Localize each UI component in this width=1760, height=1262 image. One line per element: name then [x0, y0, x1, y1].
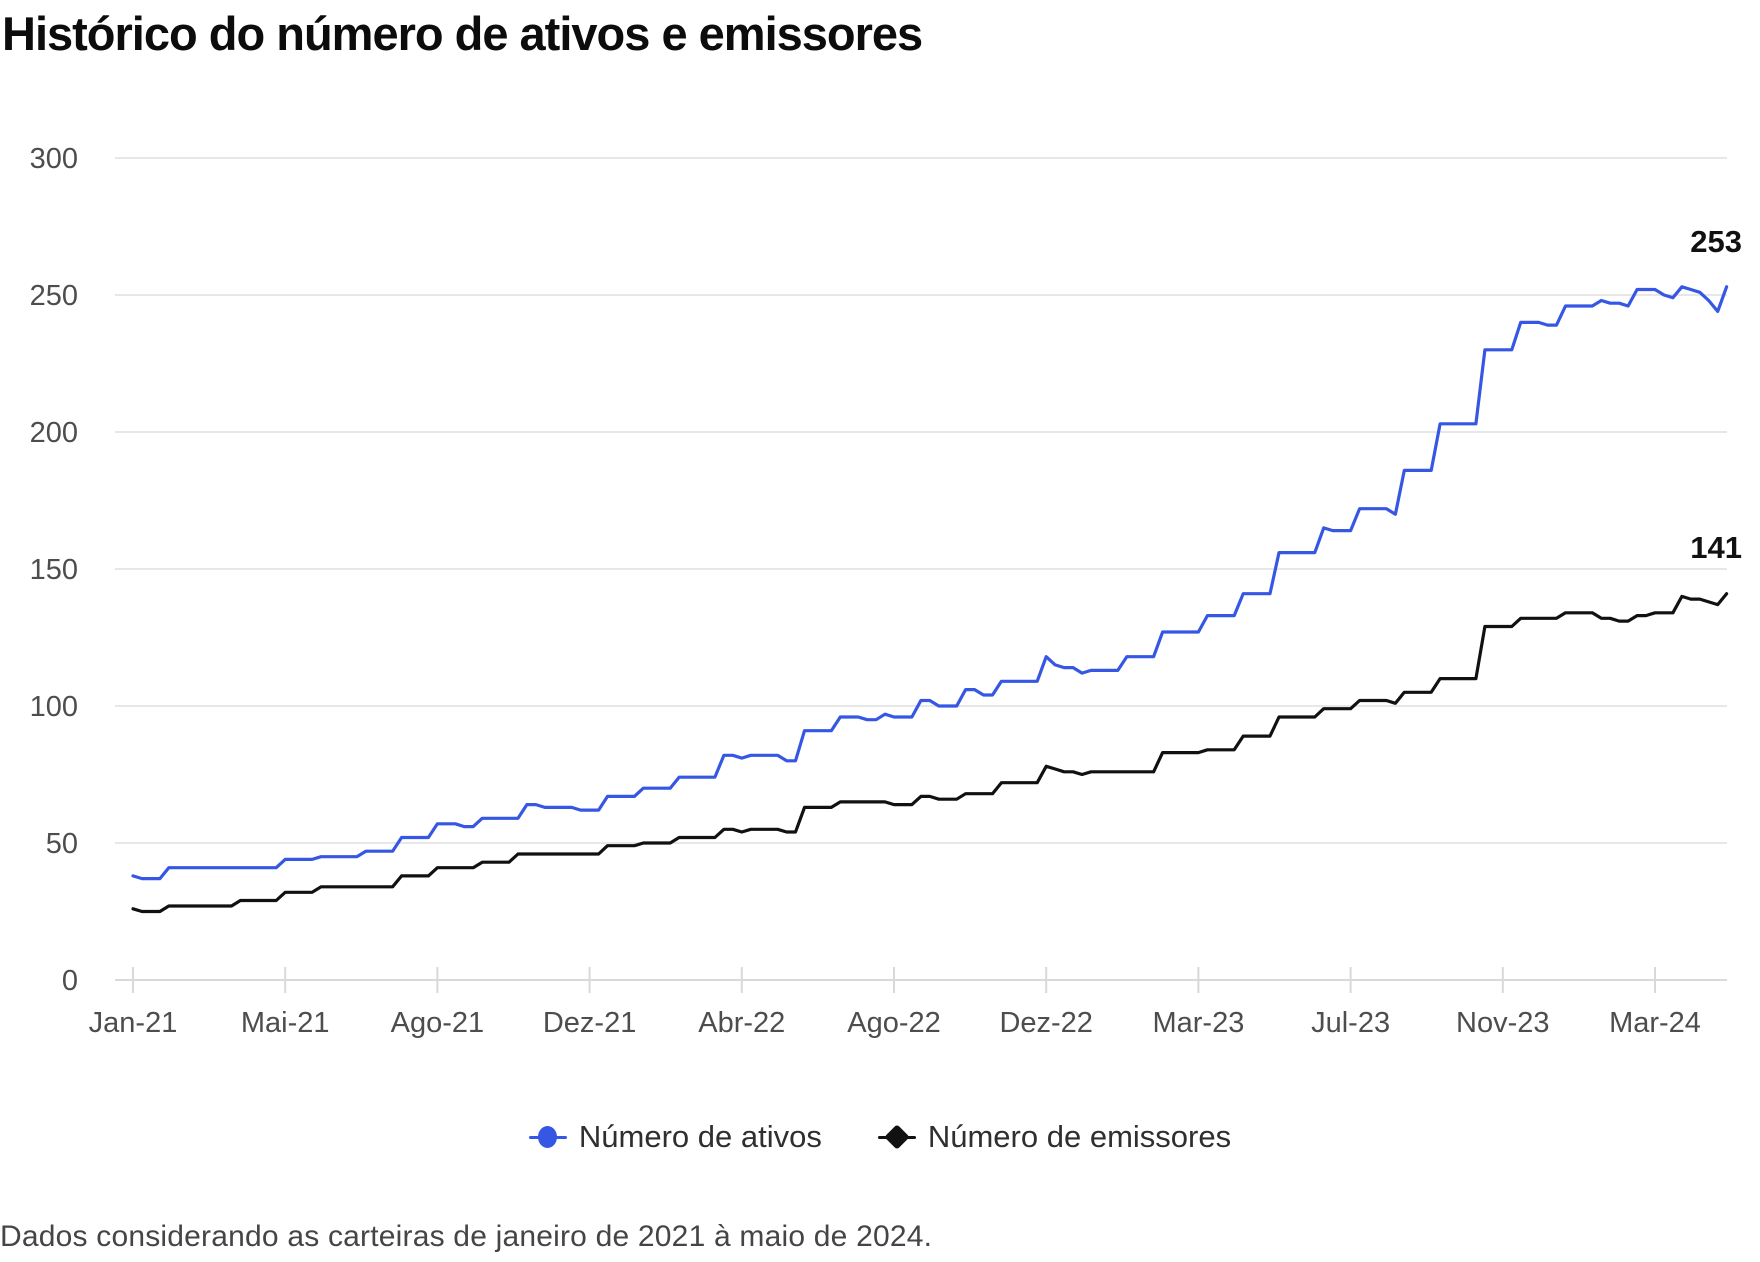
y-tick-label-100: 100 — [30, 691, 78, 723]
footnote: Dados considerando as carteiras de janei… — [0, 1220, 933, 1253]
legend-item-ativos[interactable]: Número de ativos — [528, 1119, 822, 1155]
y-tick-label-50: 50 — [46, 828, 78, 860]
ativos-circle-marker-icon — [528, 1124, 567, 1150]
chart-legend: Número de ativos Número de emissores — [0, 1112, 1760, 1162]
x-axis-ticks — [132, 967, 1656, 993]
x-tick-label-Nov-23: Nov-23 — [1456, 1007, 1550, 1039]
x-tick-label-Dez-21: Dez-21 — [543, 1007, 637, 1039]
x-tick-label-Mar-24: Mar-24 — [1609, 1007, 1701, 1039]
y-tick-label-300: 300 — [30, 143, 78, 175]
x-tick-label-Dez-22: Dez-22 — [999, 1007, 1093, 1039]
x-tick-label-Mar-23: Mar-23 — [1152, 1007, 1244, 1039]
page-title: Histórico do número de ativos e emissore… — [2, 7, 923, 60]
x-tick-label-Ago-21: Ago-21 — [391, 1007, 485, 1039]
x-tick-label-Abr-22: Abr-22 — [698, 1007, 785, 1039]
x-tick-label-Jul-23: Jul-23 — [1311, 1007, 1390, 1039]
x-tick-label-Jan-21: Jan-21 — [89, 1007, 178, 1039]
y-tick-label-150: 150 — [30, 554, 78, 586]
gridlines — [115, 157, 1727, 981]
x-tick-label-Ago-22: Ago-22 — [847, 1007, 941, 1039]
legend-label-emissores: Número de emissores — [927, 1119, 1232, 1154]
y-axis-labels: 0 50 100 150 200 250 300 — [30, 143, 78, 997]
end-label-emissores: 141 — [1690, 530, 1742, 565]
y-tick-label-200: 200 — [30, 417, 78, 449]
legend-item-emissores[interactable]: Número de emissores — [877, 1119, 1232, 1155]
chart-canvas[interactable]: 0 50 100 150 200 250 300 Jan-21 Mai-21 Ago-21 Dez… — [0, 0, 1760, 1062]
y-tick-label-250: 250 — [30, 280, 78, 312]
series-lines — [131, 285, 1729, 914]
series-line-ativos — [131, 285, 1729, 881]
emissores-diamond-marker-icon — [877, 1124, 916, 1150]
legend-label-ativos: Número de ativos — [578, 1119, 822, 1154]
x-tick-label-Mai-21: Mai-21 — [241, 1007, 330, 1039]
y-tick-label-0: 0 — [62, 965, 78, 997]
x-axis-labels: Jan-21 Mai-21 Ago-21 Dez-21 Abr-22 Ago-22 Dez-… — [89, 1007, 1701, 1039]
series-line-emissores — [131, 592, 1729, 914]
end-label-ativos: 253 — [1690, 224, 1742, 259]
